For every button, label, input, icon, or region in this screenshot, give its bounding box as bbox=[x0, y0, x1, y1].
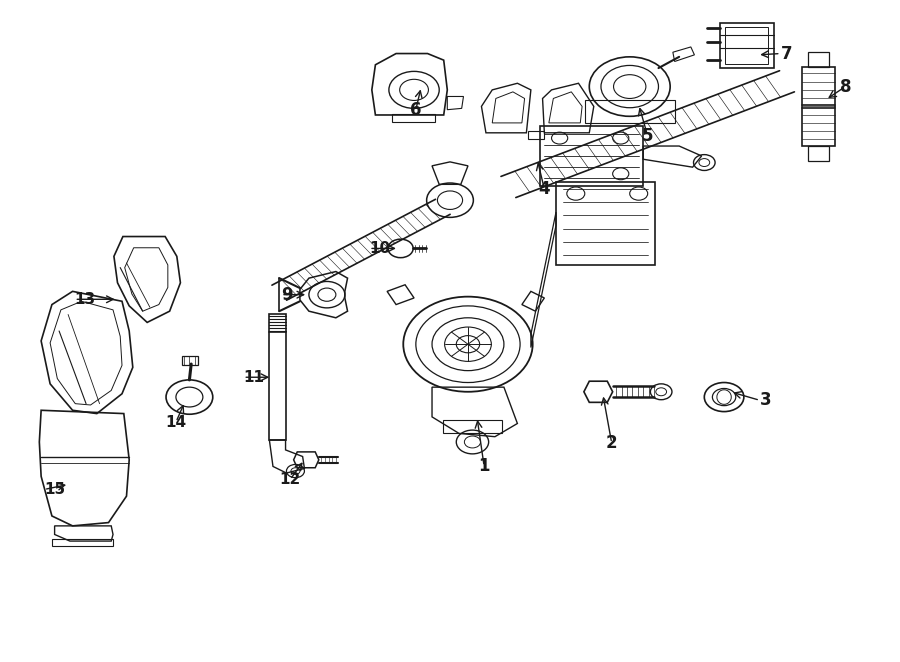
Text: 9: 9 bbox=[281, 286, 292, 304]
Bar bbox=[392, 114, 435, 122]
Bar bbox=[540, 126, 644, 185]
Bar bbox=[720, 23, 773, 68]
Bar bbox=[182, 356, 198, 365]
Bar bbox=[807, 146, 829, 161]
Text: 3: 3 bbox=[760, 391, 771, 409]
Text: 7: 7 bbox=[780, 44, 792, 62]
Text: 4: 4 bbox=[538, 180, 550, 198]
Bar bbox=[725, 27, 768, 64]
Bar bbox=[556, 182, 655, 265]
Text: 15: 15 bbox=[44, 482, 65, 497]
Text: 5: 5 bbox=[642, 127, 653, 145]
Text: 8: 8 bbox=[840, 77, 851, 95]
Text: 13: 13 bbox=[75, 292, 95, 307]
Bar bbox=[807, 52, 829, 67]
Text: 2: 2 bbox=[606, 434, 617, 452]
Text: 6: 6 bbox=[410, 101, 421, 118]
Bar bbox=[52, 539, 113, 545]
Bar bbox=[802, 67, 834, 146]
Text: 14: 14 bbox=[166, 414, 186, 430]
Text: 1: 1 bbox=[479, 457, 490, 475]
Text: 12: 12 bbox=[279, 472, 301, 487]
Text: 10: 10 bbox=[369, 241, 391, 256]
Text: 11: 11 bbox=[243, 370, 265, 385]
Bar bbox=[269, 314, 285, 440]
Bar bbox=[528, 132, 544, 140]
